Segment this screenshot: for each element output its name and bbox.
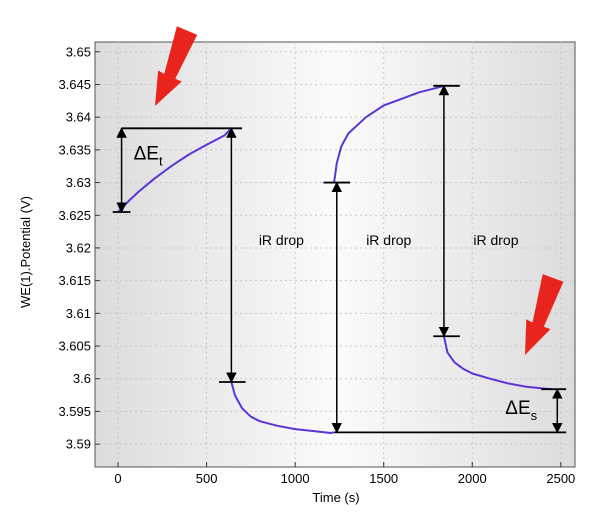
red-arrows [155, 26, 564, 355]
x-axis-title: Time (s) [312, 490, 359, 505]
y-tick-label: 3.63 [66, 175, 91, 190]
y-tick-label: 3.625 [58, 208, 91, 223]
data-series [117, 84, 553, 434]
potential-line [117, 127, 233, 213]
y-tick-label: 3.59 [66, 437, 91, 452]
y-tick-label: 3.605 [58, 339, 91, 354]
delta-t-label: ΔEt [134, 144, 163, 169]
red-arrow-right [525, 274, 564, 355]
y-tick-label: 3.64 [66, 110, 91, 125]
red-arrow-left [155, 26, 198, 106]
potential-line [442, 335, 553, 391]
y-tick-label: 3.65 [66, 44, 91, 59]
axis-ticks: 0 500 1000 1500 2000 2500 3.59 3.595 3.6 3.605 3.6… [58, 44, 575, 486]
y-tick-label: 3.635 [58, 142, 91, 157]
y-tick-label: 3.595 [58, 404, 91, 419]
ir-drop-label: iR drop [259, 232, 304, 248]
potential-line [230, 381, 335, 434]
x-tick-label: 2000 [458, 471, 487, 486]
ir-drop-label: iR drop [366, 232, 411, 248]
plot-background [94, 41, 576, 468]
x-tick-label: 1000 [281, 471, 310, 486]
potential-line [333, 84, 445, 183]
delta-s-label: ΔEs [505, 398, 537, 423]
y-tick-label: 3.6 [73, 371, 91, 386]
x-tick-label: 0 [114, 471, 121, 486]
y-tick-label: 3.615 [58, 273, 91, 288]
annotations: iR drop iR drop iR drop ΔEt ΔEs [112, 84, 567, 434]
x-tick-label: 1500 [369, 471, 398, 486]
x-tick-label: 2500 [546, 471, 575, 486]
y-tick-label: 3.61 [66, 306, 91, 321]
y-tick-label: 3.62 [66, 240, 91, 255]
y-tick-label: 3.645 [58, 77, 91, 92]
y-axis-title: WE(1).Potential (V) [18, 196, 33, 308]
x-tick-label: 500 [196, 471, 218, 486]
ir-drop-label: iR drop [473, 232, 518, 248]
